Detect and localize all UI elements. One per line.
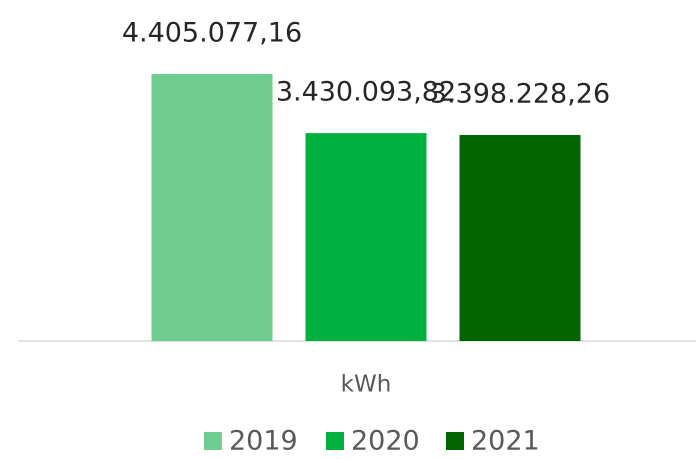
bar [459,135,581,341]
bar [151,74,273,341]
bar [305,133,427,341]
legend-swatch [446,432,464,450]
legend-label: 2021 [471,426,540,457]
legend-label: 2020 [351,426,420,457]
legend-swatch [326,432,344,450]
x-tick-label: kWh [341,372,392,398]
data-label: 3.430.093,82 [276,77,456,108]
legend-label: 2019 [229,426,298,457]
legend-swatch [204,432,222,450]
data-label: 3.398.228,26 [430,79,610,110]
data-label: 4.405.077,16 [122,18,302,49]
